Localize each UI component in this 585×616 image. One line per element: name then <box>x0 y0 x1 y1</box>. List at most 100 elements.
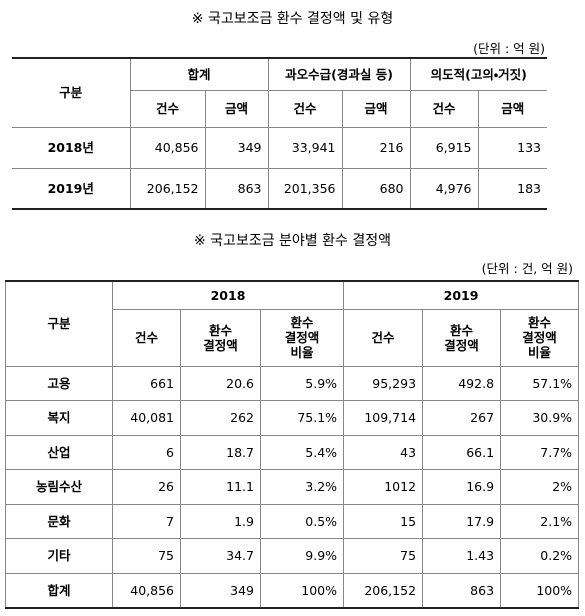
group-header: 합계 <box>129 57 269 91</box>
sub-header: 금액 <box>341 89 411 128</box>
data-cell: 57.1% <box>500 365 580 401</box>
sub-header: 환수 결정액 비율 <box>259 308 345 367</box>
table-row: 기타 75 34.7 9.9% 75 1.43 0.2% <box>5 538 580 574</box>
data-cell: 18.7 <box>180 434 261 470</box>
unit-note: (단위 : 건, 억 원) <box>481 261 573 276</box>
sub-header: 건수 <box>112 308 181 367</box>
data-cell: 863 <box>422 572 502 609</box>
data-cell: 100% <box>500 572 580 609</box>
group-header: 2019 <box>343 280 580 310</box>
data-cell: 6,915 <box>409 126 479 169</box>
data-cell: 33,941 <box>267 126 343 169</box>
data-cell: 262 <box>180 400 261 436</box>
table-row: 2018년 40,856 349 33,941 216 6,915 133 <box>12 126 548 169</box>
group-header: 의도적(고의・거짓) <box>409 57 548 91</box>
table-row: 구분 합계 과오수급(경과실 등) 의도적(고의・거짓) <box>12 57 548 128</box>
row-header: 농림수산 <box>5 469 113 505</box>
data-cell: 206,152 <box>129 167 206 210</box>
data-cell: 0.5% <box>259 503 345 539</box>
row-header: 기타 <box>5 538 113 574</box>
header-cell: 구분 <box>12 57 131 128</box>
data-cell: 100% <box>259 572 345 609</box>
data-cell: 1012 <box>343 469 424 505</box>
data-cell: 95,293 <box>343 365 424 401</box>
group-header: 과오수급(경과실 등) <box>267 57 411 91</box>
table-row: 합계 40,856 349 100% 206,152 863 100% <box>5 572 580 609</box>
row-header: 합계 <box>5 572 113 609</box>
data-cell: 5.9% <box>259 365 345 401</box>
table-row: 고용 661 20.6 5.9% 95,293 492.8 57.1% <box>5 365 580 401</box>
unit-note: (단위 : 억 원) <box>473 41 545 56</box>
table-title: ※ 국고보조금 분야별 환수 결정액 <box>194 233 391 249</box>
data-cell: 4,976 <box>409 167 479 210</box>
data-cell: 43 <box>343 434 424 470</box>
sub-header: 금액 <box>477 89 548 128</box>
data-cell: 267 <box>422 400 502 436</box>
data-cell: 206,152 <box>343 572 424 609</box>
data-cell: 40,856 <box>112 572 181 609</box>
data-cell: 863 <box>204 167 269 210</box>
data-cell: 1.9 <box>180 503 261 539</box>
sub-header: 환수 결정액 <box>422 308 502 367</box>
sub-header: 건수 <box>130 89 206 128</box>
table-row: 건수 환수 결정액 환수 결정액 비율 건수 환수 결정액 환수 결정액 비율 <box>6 308 580 367</box>
row-header: 문화 <box>5 503 113 539</box>
sub-header: 건수 <box>409 89 479 128</box>
sub-header: 건수 <box>267 89 343 128</box>
row-header: 산업 <box>5 434 113 470</box>
data-cell: 30.9% <box>500 400 580 436</box>
data-cell: 0.2% <box>500 538 580 574</box>
group-header: 2018 <box>111 280 345 310</box>
sub-header: 금액 <box>204 89 269 128</box>
data-cell: 9.9% <box>259 538 345 574</box>
data-cell: 133 <box>477 126 548 169</box>
table-row: 농림수산 26 11.1 3.2% 1012 16.9 2% <box>5 469 580 505</box>
data-cell: 66.1 <box>422 434 502 470</box>
row-header: 2019년 <box>12 167 131 210</box>
data-cell: 20.6 <box>180 365 261 401</box>
table-row: 구분 2018 2019 <box>5 280 580 367</box>
data-cell: 17.9 <box>422 503 502 539</box>
data-cell: 492.8 <box>422 365 502 401</box>
row-header: 고용 <box>5 365 113 401</box>
data-cell: 11.1 <box>180 469 261 505</box>
data-cell: 2% <box>500 469 580 505</box>
table-row: 2019년 206,152 863 201,356 680 4,976 183 <box>12 167 548 210</box>
data-cell: 680 <box>341 167 411 210</box>
table-row: 복지 40,081 262 75.1% 109,714 267 30.9% <box>5 400 580 436</box>
row-header: 2018년 <box>12 126 131 169</box>
data-cell: 216 <box>341 126 411 169</box>
data-cell: 109,714 <box>343 400 424 436</box>
table-row: 문화 7 1.9 0.5% 15 17.9 2.1% <box>5 503 580 539</box>
data-cell: 1.43 <box>422 538 502 574</box>
data-cell: 75.1% <box>259 400 345 436</box>
table-row: 산업 6 18.7 5.4% 43 66.1 7.7% <box>5 434 580 470</box>
sub-header: 건수 <box>343 308 424 367</box>
data-cell: 16.9 <box>422 469 502 505</box>
data-cell: 75 <box>112 538 181 574</box>
data-cell: 349 <box>204 126 269 169</box>
data-cell: 183 <box>477 167 548 210</box>
table: 구분 합계 과오수급(경과실 등) 의도적(고의・거짓) 건수 금액 건수 금액 건수 금액 201… <box>12 57 548 210</box>
sub-header: 환수 결정액 <box>180 308 261 367</box>
data-cell: 6 <box>112 434 181 470</box>
data-cell: 3.2% <box>259 469 345 505</box>
table-title: ※ 국고보조금 환수 결정액 및 유형 <box>191 11 394 27</box>
data-cell: 2.1% <box>500 503 580 539</box>
data-cell: 40,081 <box>112 400 181 436</box>
data-cell: 661 <box>112 365 181 401</box>
data-cell: 201,356 <box>267 167 343 210</box>
data-cell: 15 <box>343 503 424 539</box>
data-cell: 349 <box>180 572 261 609</box>
sub-header: 환수 결정액 비율 <box>500 308 580 367</box>
data-cell: 26 <box>112 469 181 505</box>
row-header: 복지 <box>5 400 113 436</box>
data-cell: 7 <box>112 503 181 539</box>
data-cell: 40,856 <box>129 126 206 169</box>
data-cell: 5.4% <box>259 434 345 470</box>
data-cell: 7.7% <box>500 434 580 470</box>
table: 구분 2018 2019 건수 환수 결정액 환수 결정액 비율 건수 환수 결정액 환수 결정… <box>5 280 580 609</box>
data-cell: 75 <box>343 538 424 574</box>
header-cell: 구분 <box>5 280 113 367</box>
